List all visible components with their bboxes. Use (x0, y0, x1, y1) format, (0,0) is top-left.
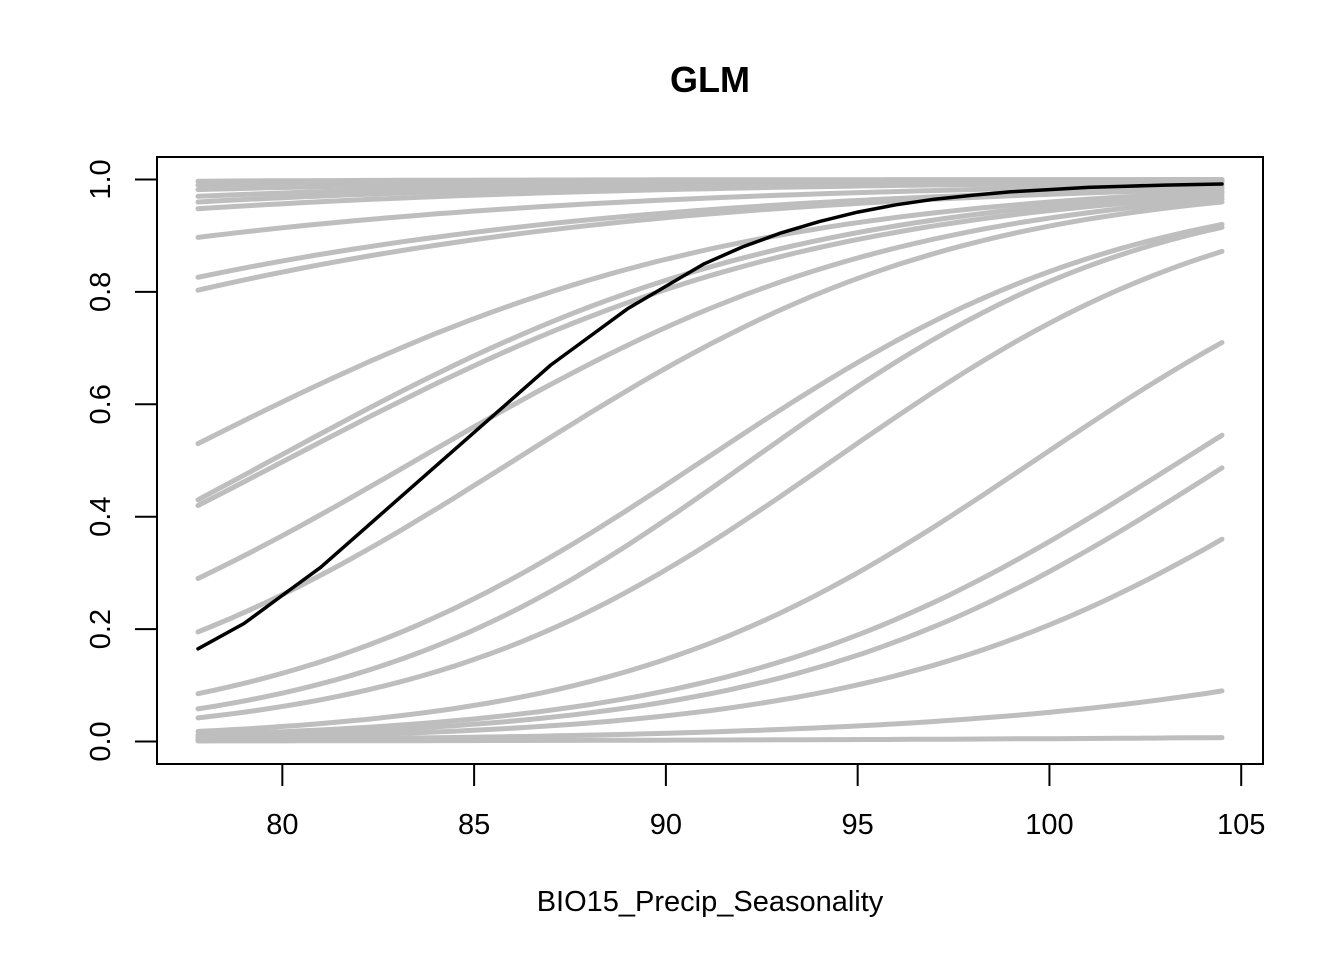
x-tick-label-80: 80 (266, 809, 298, 841)
highlight-layer (196, 182, 1224, 651)
series-line-15 (195, 221, 1225, 697)
x-axis-title: BIO15_Precip_Seasonality (537, 886, 884, 918)
x-tick-label-95: 95 (842, 809, 874, 841)
x-tick-label-90: 90 (650, 809, 682, 841)
y-axis: 0.0 0.2 0.4 0.6 0.8 1.0 (85, 159, 158, 762)
x-tick-label-105: 105 (1217, 809, 1265, 841)
series-line-14 (195, 199, 1225, 635)
series-line-12 (195, 193, 1225, 508)
series-line-18 (195, 340, 1225, 734)
series-line-23 (195, 735, 1225, 744)
y-tick-label-0.4: 0.4 (85, 497, 117, 537)
y-tick-label-0.8: 0.8 (85, 272, 117, 312)
series-line-11 (195, 191, 1225, 503)
y-tick-label-0.0: 0.0 (85, 721, 117, 761)
y-tick-label-0.6: 0.6 (85, 384, 117, 424)
series-line-9 (195, 186, 1225, 293)
y-tick-label-1.0: 1.0 (85, 159, 117, 199)
x-tick-label-85: 85 (458, 809, 490, 841)
y-tick-label-0.2: 0.2 (85, 609, 117, 649)
x-tick-label-100: 100 (1025, 809, 1073, 841)
x-axis: 80 85 90 95 100 105 (266, 763, 1265, 841)
series-line-16 (195, 224, 1225, 712)
series-line-19 (195, 432, 1225, 738)
series-layer (195, 177, 1225, 744)
highlight-series-line (196, 182, 1224, 651)
series-line-20 (195, 465, 1225, 739)
series-line-6 (195, 179, 1225, 212)
series-line-13 (195, 196, 1225, 581)
chart-title: GLM (670, 59, 750, 100)
series-line-10 (195, 189, 1225, 447)
series-line-21 (195, 536, 1225, 741)
series-line-17 (195, 248, 1225, 721)
